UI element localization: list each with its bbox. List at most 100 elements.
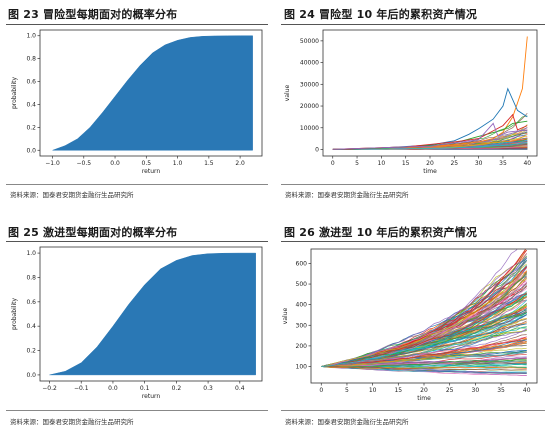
fig26-xtick-label: 35 — [497, 387, 505, 394]
figure-26-title: 图 26 激进型 10 年后的累积资产情况 — [284, 226, 478, 239]
fig26-xtick-label: 20 — [420, 387, 428, 394]
fig24-xtick-label: 15 — [402, 160, 410, 167]
fig23-xtick-label: 0.0 — [110, 160, 120, 167]
fig24-xtick-label: 10 — [378, 160, 386, 167]
fig25-xtick-label: 0.1 — [140, 385, 150, 392]
fig26-ytick-label: 300 — [296, 322, 308, 329]
fig24-xtick-label: 30 — [475, 160, 483, 167]
fig26-ytick-label: 400 — [296, 302, 308, 309]
fig23-ytick-label: 0.0 — [26, 147, 36, 154]
fig23-axes: −1.0 −0.5 0.0 0.5 1.0 1.5 2.0 0.0 0.2 0.4 0.6 0.8 1.… — [11, 29, 263, 175]
fig23-xtick-label: −1.0 — [45, 160, 60, 167]
fig23-xtick-label: 1.0 — [173, 160, 183, 167]
fig26-xtick-label: 15 — [394, 387, 402, 394]
fig25-ytick-label: 0.6 — [26, 299, 36, 306]
figure-25-title-rule — [6, 241, 268, 242]
figure-24-chart: 0 5 10 15 20 25 30 35 40 0 10000 20000 30000 40000 500… — [284, 29, 538, 175]
fig26-series-line — [321, 318, 527, 367]
figure-26-source-rule — [281, 410, 545, 411]
fig25-ytick-label: 1.0 — [26, 250, 36, 257]
fig24-highlight-series-line — [332, 113, 528, 150]
fig24-xtick-label: 25 — [450, 160, 458, 167]
fig23-ytick-label: 0.8 — [26, 56, 36, 63]
fig26-series-line — [321, 312, 527, 367]
fig24-ylabel: value — [284, 84, 291, 101]
fig26-xtick-label: 5 — [345, 387, 349, 394]
fig26-ytick-label: 500 — [296, 281, 308, 288]
fig24-xlabel: time — [423, 168, 437, 175]
fig24-ytick-label: 0 — [315, 146, 319, 153]
fig25-xlabel: return — [142, 393, 161, 400]
fig24-highlight-series-line — [332, 36, 528, 150]
fig25-ylabel: probability — [11, 298, 18, 330]
figure-26-title-rule — [281, 241, 545, 242]
fig25-xtick-label: 0.4 — [235, 385, 245, 392]
fig26-series-line — [321, 308, 527, 367]
fig25-cdf-area — [49, 252, 256, 376]
fig26-series-line — [321, 366, 527, 371]
figure-23-title: 图 23 冒险型每期面对的概率分布 — [8, 8, 178, 21]
figure-24-source-rule — [281, 184, 545, 185]
fig25-ytick-label: 0.8 — [26, 274, 36, 281]
fig26-ytick-label: 100 — [296, 364, 308, 371]
figure-23-chart: −1.0 −0.5 0.0 0.5 1.0 1.5 2.0 0.0 0.2 0.4 0.6 0.8 1.… — [11, 29, 263, 175]
fig24-xtick-label: 5 — [355, 160, 359, 167]
fig24-series-line — [332, 142, 528, 150]
fig23-ylabel: probability — [11, 77, 18, 109]
fig24-highlight-series-line — [332, 122, 528, 150]
fig26-plot-area — [321, 249, 528, 376]
fig25-ytick-label: 0.4 — [26, 323, 36, 330]
fig26-series-line — [321, 299, 527, 367]
fig23-xlabel: return — [142, 168, 161, 175]
figure-25-chart: −0.2 −0.1 0.0 0.1 0.2 0.3 0.4 0.0 0.2 0.4 0.6 0.8 1.… — [11, 246, 263, 400]
fig23-ytick-label: 0.4 — [26, 101, 36, 108]
fig24-xtick-label: 20 — [426, 160, 434, 167]
fig26-series-line — [321, 359, 527, 368]
fig23-frame — [39, 29, 263, 157]
fig23-xtick-label: 2.0 — [235, 160, 245, 167]
fig26-series-line — [321, 341, 527, 367]
fig26-xtick-label: 40 — [523, 387, 531, 394]
fig24-xtick-label: 35 — [499, 160, 507, 167]
fig24-ytick-label: 30000 — [300, 81, 319, 88]
fig24-ytick-label: 50000 — [300, 38, 319, 45]
fig24-ytick-label: 40000 — [300, 60, 319, 67]
figure-25-source: 资料来源：国泰君安期货金融衍生品研究所 — [10, 418, 134, 426]
fig26-xtick-label: 0 — [319, 387, 323, 394]
figure-24-title: 图 24 冒险型 10 年后的累积资产情况 — [284, 8, 478, 21]
fig23-xtick-label: 0.5 — [142, 160, 152, 167]
fig25-axes: −0.2 −0.1 0.0 0.1 0.2 0.3 0.4 0.0 0.2 0.4 0.6 0.8 1.… — [11, 246, 263, 400]
fig24-ytick-label: 10000 — [300, 125, 319, 132]
fig25-xtick-label: −0.1 — [74, 385, 89, 392]
fig23-ytick-label: 0.6 — [26, 79, 36, 86]
fig24-axes: 0 5 10 15 20 25 30 35 40 0 10000 20000 30000 40000 500… — [284, 29, 538, 175]
figure-26-source: 资料来源：国泰君安期货金融衍生品研究所 — [285, 418, 409, 426]
fig25-frame — [39, 246, 263, 382]
figure-23-source-rule — [6, 184, 268, 185]
fig25-xtick-label: 0.3 — [203, 385, 213, 392]
fig26-xtick-label: 25 — [446, 387, 454, 394]
fig24-xtick-label: 40 — [523, 160, 531, 167]
fig25-xtick-label: −0.2 — [42, 385, 57, 392]
fig24-plot-area — [332, 36, 528, 150]
fig24-ytick-label: 20000 — [300, 103, 319, 110]
figure-26-chart: 0 5 10 15 20 25 30 35 40 100 200 300 400 500 600 time va… — [282, 248, 538, 402]
fig25-xtick-label: 0.0 — [108, 385, 118, 392]
figure-25-source-rule — [6, 410, 268, 411]
fig23-xtick-label: −0.5 — [76, 160, 91, 167]
fig23-plot-area — [52, 35, 253, 151]
fig26-axes: 0 5 10 15 20 25 30 35 40 100 200 300 400 500 600 time va… — [282, 248, 538, 402]
fig26-xtick-label: 30 — [472, 387, 480, 394]
figure-23-title-rule — [6, 24, 268, 25]
fig23-ytick-label: 0.2 — [26, 124, 36, 131]
fig23-ytick-label: 1.0 — [26, 33, 36, 40]
fig24-xtick-label: 0 — [331, 160, 335, 167]
fig25-plot-area — [49, 252, 256, 376]
fig26-ytick-label: 600 — [296, 260, 308, 267]
fig26-ylabel: value — [282, 307, 289, 324]
fig23-xtick-label: 1.5 — [204, 160, 214, 167]
figure-25-title: 图 25 激进型每期面对的概率分布 — [8, 226, 178, 239]
fig25-ytick-label: 0.2 — [26, 348, 36, 355]
figure-23-source: 资料来源：国泰君安期货金融衍生品研究所 — [10, 191, 134, 199]
fig26-xtick-label: 10 — [369, 387, 377, 394]
